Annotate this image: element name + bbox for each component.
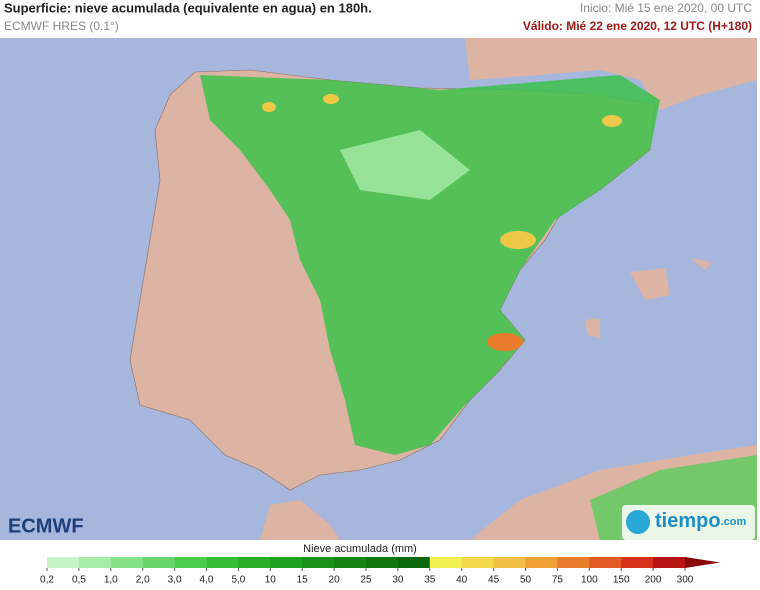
legend-swatch [461, 557, 495, 568]
legend-label: 5,0 [231, 575, 245, 586]
map [0, 38, 757, 540]
legend-swatch [557, 557, 590, 568]
menorca [690, 258, 712, 270]
valid-time: Válido: Mié 22 ene 2020, 12 UTC (H+180) [523, 19, 752, 33]
legend-swatch [78, 557, 112, 568]
legend: 0,2 0,5 1,0 2,0 3,0 4,0 5,0 10 15 20 25 30 35 40 45 50 7… [40, 557, 720, 586]
legend-swatch [493, 557, 526, 568]
legend-swatch [653, 557, 686, 568]
ecmwf-logo: ECMWF [8, 515, 84, 537]
legend-swatch [238, 557, 271, 568]
snow-max [602, 115, 622, 127]
legend-label: 4,0 [200, 575, 214, 586]
france [465, 38, 757, 110]
legend-label: 0,2 [40, 575, 54, 586]
snow-max [262, 102, 276, 112]
snow-area [200, 75, 660, 455]
legend-swatch [334, 557, 367, 568]
legend-label: 45 [488, 575, 500, 586]
snow-light [340, 130, 470, 200]
legend-label: 30 [392, 575, 404, 586]
legend-label: 50 [520, 575, 532, 586]
legend-label: 1,0 [104, 575, 118, 586]
snow-max [500, 231, 536, 249]
legend-swatch [174, 557, 207, 568]
tiempo-logo-box [622, 505, 755, 540]
legend-swatch [142, 557, 176, 568]
legend-label: 10 [265, 575, 277, 586]
legend-label: 300 [677, 575, 694, 586]
legend-label: 20 [329, 575, 341, 586]
tiempo-text: tiempo [655, 510, 721, 532]
legend-label: 35 [424, 575, 436, 586]
africa-west [260, 500, 340, 540]
legend-label: 2,0 [136, 575, 150, 586]
snow-max [487, 333, 523, 351]
legend-swatch [621, 557, 654, 568]
legend-label: 25 [360, 575, 372, 586]
title: Superficie: nieve acumulada (equivalente… [4, 0, 372, 15]
legend-label: 0,5 [72, 575, 86, 586]
legend-swatch [302, 557, 335, 568]
legend-swatch [525, 557, 558, 568]
legend-swatch [429, 557, 463, 568]
legend-swatch [206, 557, 239, 568]
snow-max [323, 94, 339, 104]
ibiza [585, 318, 600, 338]
legend-title: Nieve acumulada (mm) [303, 543, 417, 555]
legend-swatch [110, 557, 144, 568]
tiempo-suffix: .com [721, 516, 747, 528]
legend-label: 150 [613, 575, 630, 586]
tiempo-logo: tiempo.com [655, 510, 746, 532]
legend-swatch [47, 557, 80, 568]
model: ECMWF HRES (0.1°) [4, 19, 119, 33]
legend-arrow [685, 557, 720, 568]
legend-label: 200 [645, 575, 662, 586]
legend-swatch [589, 557, 622, 568]
legend-swatch [270, 557, 303, 568]
init-time: Inicio: Mié 15 ene 2020, 00 UTC [580, 1, 752, 15]
mallorca [630, 268, 670, 300]
legend-label: 75 [552, 575, 564, 586]
legend-label: 3,0 [168, 575, 182, 586]
legend-swatch [366, 557, 399, 568]
legend-label: 100 [581, 575, 598, 586]
legend-swatch [397, 557, 431, 568]
tiempo-icon [626, 510, 650, 534]
legend-label: 40 [456, 575, 468, 586]
legend-label: 15 [297, 575, 309, 586]
